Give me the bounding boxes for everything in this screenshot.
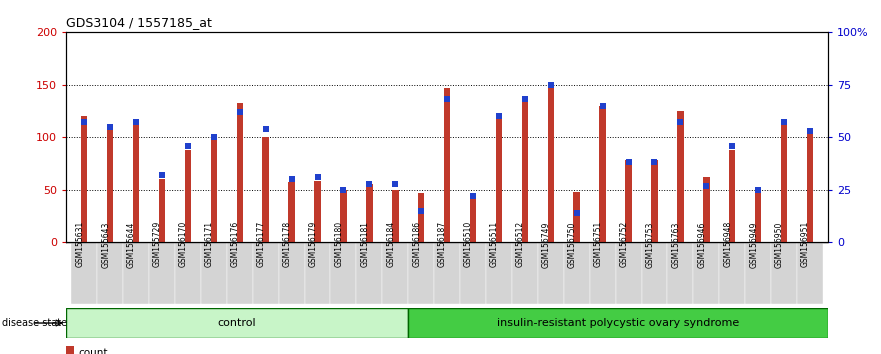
Bar [278,242,305,304]
Bar [755,190,761,242]
Text: GSM156511: GSM156511 [490,221,499,267]
Text: GSM156177: GSM156177 [256,221,266,268]
Bar [589,242,616,304]
Bar [719,242,745,304]
Bar [729,150,736,242]
Bar [366,183,373,242]
Bar [651,160,658,242]
Bar [71,242,97,304]
Text: GSM156950: GSM156950 [775,221,784,268]
Text: GSM156751: GSM156751 [594,221,603,268]
Bar [330,242,357,304]
Bar [263,137,269,242]
Bar [599,105,606,242]
Bar [226,242,253,304]
Text: disease state: disease state [2,318,67,328]
Bar [185,150,191,242]
Text: GSM156178: GSM156178 [283,221,292,267]
Bar [574,192,580,242]
Text: GSM156187: GSM156187 [438,221,447,267]
Bar [66,308,408,338]
Text: GDS3104 / 1557185_at: GDS3104 / 1557185_at [66,16,212,29]
Bar [668,242,693,304]
Text: GSM156510: GSM156510 [464,221,473,268]
Text: GSM155631: GSM155631 [75,221,85,268]
Bar [201,242,226,304]
Bar [305,242,330,304]
Bar [797,242,823,304]
Text: GSM156512: GSM156512 [516,221,525,267]
Text: GSM156170: GSM156170 [179,221,188,268]
Text: GSM156186: GSM156186 [412,221,421,267]
Text: GSM156750: GSM156750 [567,221,577,268]
Text: count: count [78,348,107,354]
Text: GSM155729: GSM155729 [153,221,162,268]
Bar [107,127,114,242]
Bar [253,242,278,304]
Text: GSM156951: GSM156951 [801,221,810,268]
Bar [460,242,486,304]
Text: GSM156749: GSM156749 [542,221,551,268]
Bar [211,139,217,242]
Bar [175,242,201,304]
Text: GSM156948: GSM156948 [723,221,732,268]
Text: insulin-resistant polycystic ovary syndrome: insulin-resistant polycystic ovary syndr… [497,318,739,328]
Bar [149,242,175,304]
Bar [357,242,382,304]
Bar [133,121,139,242]
Bar [745,242,771,304]
Bar [392,190,398,242]
Bar [641,242,668,304]
Bar [81,116,87,242]
Bar [408,308,828,338]
Text: control: control [218,318,256,328]
Bar [97,242,123,304]
Bar [315,181,321,242]
Bar [236,103,243,242]
Bar [444,88,450,242]
Bar [512,242,537,304]
Bar [408,242,434,304]
Bar [626,160,632,242]
Text: GSM156753: GSM156753 [646,221,655,268]
Bar [616,242,641,304]
Text: GSM155644: GSM155644 [127,221,136,268]
Text: GSM156171: GSM156171 [204,221,214,267]
Bar [382,242,408,304]
Text: GSM156176: GSM156176 [231,221,240,268]
Bar [781,121,788,242]
Bar [496,116,502,242]
Bar [288,182,295,242]
Bar [340,190,346,242]
Bar [486,242,512,304]
Bar [522,100,528,242]
Text: GSM156763: GSM156763 [671,221,680,268]
Text: GSM156181: GSM156181 [360,221,369,267]
Bar [771,242,797,304]
Text: GSM156946: GSM156946 [698,221,707,268]
Bar [470,194,477,242]
Text: GSM156179: GSM156179 [308,221,317,268]
Bar [564,242,589,304]
Bar [159,179,166,242]
Bar [703,177,709,242]
Text: GSM156184: GSM156184 [386,221,396,267]
Bar [548,82,554,242]
Bar [66,346,74,354]
Text: GSM156949: GSM156949 [749,221,759,268]
Bar [537,242,564,304]
Text: GSM155643: GSM155643 [101,221,110,268]
Bar [123,242,149,304]
Text: GSM156180: GSM156180 [335,221,344,267]
Bar [418,193,425,242]
Bar [677,111,684,242]
Text: GSM156752: GSM156752 [619,221,628,268]
Bar [434,242,460,304]
Bar [693,242,719,304]
Bar [807,131,813,242]
